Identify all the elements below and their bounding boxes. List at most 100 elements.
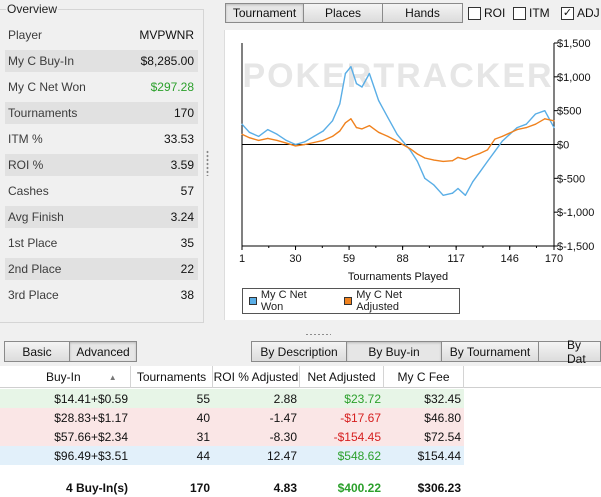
legend-swatch-net-won: [249, 297, 257, 305]
series-point-my-c-net-won: [553, 126, 555, 129]
y-tick-label: $1,000: [557, 72, 591, 84]
roi-checkbox[interactable]: ROI: [468, 6, 505, 20]
tab-hands[interactable]: Hands: [382, 3, 463, 23]
overview-row-label: Avg Finish: [8, 210, 64, 224]
tab-places[interactable]: Places: [303, 3, 383, 23]
overview-row-label: ITM %: [8, 132, 43, 146]
series-point-my-c-net-won: [472, 181, 474, 183]
table-row[interactable]: $28.83+$1.17 40 -1.47 -$17.67 $46.80: [0, 408, 464, 427]
table-row[interactable]: $57.66+$2.34 31 -8.30 -$154.45 $72.54: [0, 427, 464, 446]
series-point-my-c-net-won: [396, 133, 398, 135]
series-point-my-c-net-won: [355, 83, 358, 85]
chart-legend: My C Net Won My C Net Adjusted: [242, 288, 460, 314]
x-tick-label: 88: [396, 253, 408, 265]
y-tick-label: $-1,500: [557, 241, 594, 253]
cell-tournaments: 44: [196, 448, 210, 463]
series-point-my-c-net-adjusted: [304, 143, 306, 146]
buy-in-table: Buy-In ▲ Tournaments ROI % Adjusted Net …: [0, 366, 601, 497]
legend-label-net-won: My C Net Won: [260, 289, 307, 313]
tab-by-date[interactable]: By Dat: [538, 338, 601, 366]
overview-row-label: My C Net Won: [8, 80, 86, 94]
overview-title: Overview: [6, 2, 59, 16]
y-tick-label: $1,500: [557, 38, 591, 50]
overview-row-value: 22: [180, 262, 194, 276]
series-point-my-c-net-adjusted: [339, 130, 341, 132]
cell-fee: $72.54: [424, 429, 461, 444]
series-point-my-c-net-adjusted: [322, 139, 324, 142]
series-point-my-c-net-adjusted: [433, 159, 435, 161]
cell-buy-in: $57.66+$2.34: [54, 429, 128, 444]
table-row[interactable]: $14.41+$0.59 55 2.88 $23.72 $32.45: [0, 389, 464, 408]
table-row[interactable]: $96.49+$3.51 44 12.47 $548.62 $154.44: [0, 446, 464, 465]
overview-row-label: 2nd Place: [8, 262, 62, 276]
series-point-my-c-net-adjusted: [464, 158, 466, 160]
overview-row: My C Net Won $297.28: [5, 76, 198, 98]
tab-by-tournament[interactable]: By Tournament: [441, 341, 539, 362]
series-point-my-c-net-won: [525, 123, 527, 125]
series-point-my-c-net-won: [387, 116, 389, 119]
series-point-my-c-net-won: [339, 103, 341, 105]
series-point-my-c-net-adjusted: [285, 142, 287, 144]
series-point-my-c-net-adjusted: [361, 128, 363, 130]
series-point-my-c-net-won: [464, 194, 466, 196]
series-point-my-c-net-adjusted: [267, 137, 269, 140]
series-point-my-c-net-adjusted: [479, 152, 481, 154]
tab-by-buy-in[interactable]: By Buy-in: [346, 341, 442, 362]
series-point-my-c-net-adjusted: [494, 138, 496, 140]
tab-advanced[interactable]: Advanced: [69, 341, 137, 362]
series-point-my-c-net-won: [451, 192, 454, 194]
totals-fee: $306.23: [417, 480, 461, 495]
column-header-fee[interactable]: My C Fee: [384, 366, 464, 388]
horizontal-splitter-handle[interactable]: [305, 333, 331, 336]
results-chart: POKERTRACKER $1,500 $1,000 $500 $0 $-500 $-1,0…: [224, 30, 601, 320]
cell-roi-adjusted: -8.30: [269, 429, 297, 444]
overview-row-value: 170: [173, 106, 194, 120]
cell-tournaments: 40: [196, 410, 210, 425]
table-totals-row: 4 Buy-In(s) 170 4.83 $400.22 $306.23: [0, 478, 464, 497]
series-point-my-c-net-won: [241, 123, 243, 125]
overview-row-label: 1st Place: [8, 236, 58, 250]
series-point-my-c-net-won: [457, 187, 459, 190]
series-point-my-c-net-won: [479, 170, 481, 173]
tab-basic[interactable]: Basic: [4, 341, 70, 362]
overview-row: ROI % 3.59: [5, 154, 198, 176]
series-point-my-c-net-won: [258, 135, 260, 137]
series-point-my-c-net-won: [509, 133, 511, 135]
adj-checkbox[interactable]: ✓ ADJ: [561, 6, 600, 20]
x-tick-label: 59: [343, 253, 355, 265]
x-axis-label: Tournaments Played: [348, 271, 448, 283]
series-point-my-c-net-adjusted: [331, 135, 334, 137]
overview-row: Tournaments 170: [5, 102, 198, 124]
cell-fee: $46.80: [424, 410, 461, 425]
overview-row-value: MVPWNR: [139, 28, 194, 42]
column-header-buy-in[interactable]: Buy-In ▲: [0, 366, 131, 388]
overview-row-value: $8,285.00: [140, 54, 194, 68]
vertical-splitter-handle[interactable]: [206, 150, 209, 176]
cell-buy-in: $96.49+$3.51: [54, 448, 128, 463]
roi-checkbox-box[interactable]: [468, 6, 481, 20]
series-point-my-c-net-won: [350, 66, 352, 68]
series-point-my-c-net-adjusted: [525, 126, 527, 129]
tab-by-description[interactable]: By Description: [251, 341, 347, 362]
cell-roi-adjusted: -1.47: [269, 410, 297, 425]
sort-ascending-icon: ▲: [108, 372, 117, 382]
itm-checkbox[interactable]: ITM: [513, 6, 550, 20]
adj-checkbox-box[interactable]: ✓: [561, 6, 574, 20]
series-point-my-c-net-adjusted: [509, 132, 511, 134]
series-point-my-c-net-adjusted: [276, 139, 278, 142]
overview-row-value: 3.59: [170, 158, 194, 172]
series-point-my-c-net-adjusted: [409, 147, 411, 150]
column-header-tournaments[interactable]: Tournaments: [131, 366, 213, 388]
tab-tournament[interactable]: Tournament: [225, 3, 304, 23]
series-point-my-c-net-adjusted: [416, 153, 418, 155]
series-point-my-c-net-adjusted: [387, 135, 389, 137]
x-tick-label: 1: [239, 253, 245, 265]
column-header-net-adjusted[interactable]: Net Adjusted: [300, 366, 384, 388]
column-header-roi-adjusted[interactable]: ROI % Adjusted: [213, 366, 300, 388]
series-point-my-c-net-won: [331, 120, 334, 122]
series-point-my-c-net-adjusted: [313, 141, 315, 144]
itm-checkbox-box[interactable]: [513, 6, 526, 20]
cell-roi-adjusted: 12.47: [266, 448, 297, 463]
x-tick-label: 117: [447, 253, 465, 265]
series-point-my-c-net-won: [322, 130, 324, 132]
